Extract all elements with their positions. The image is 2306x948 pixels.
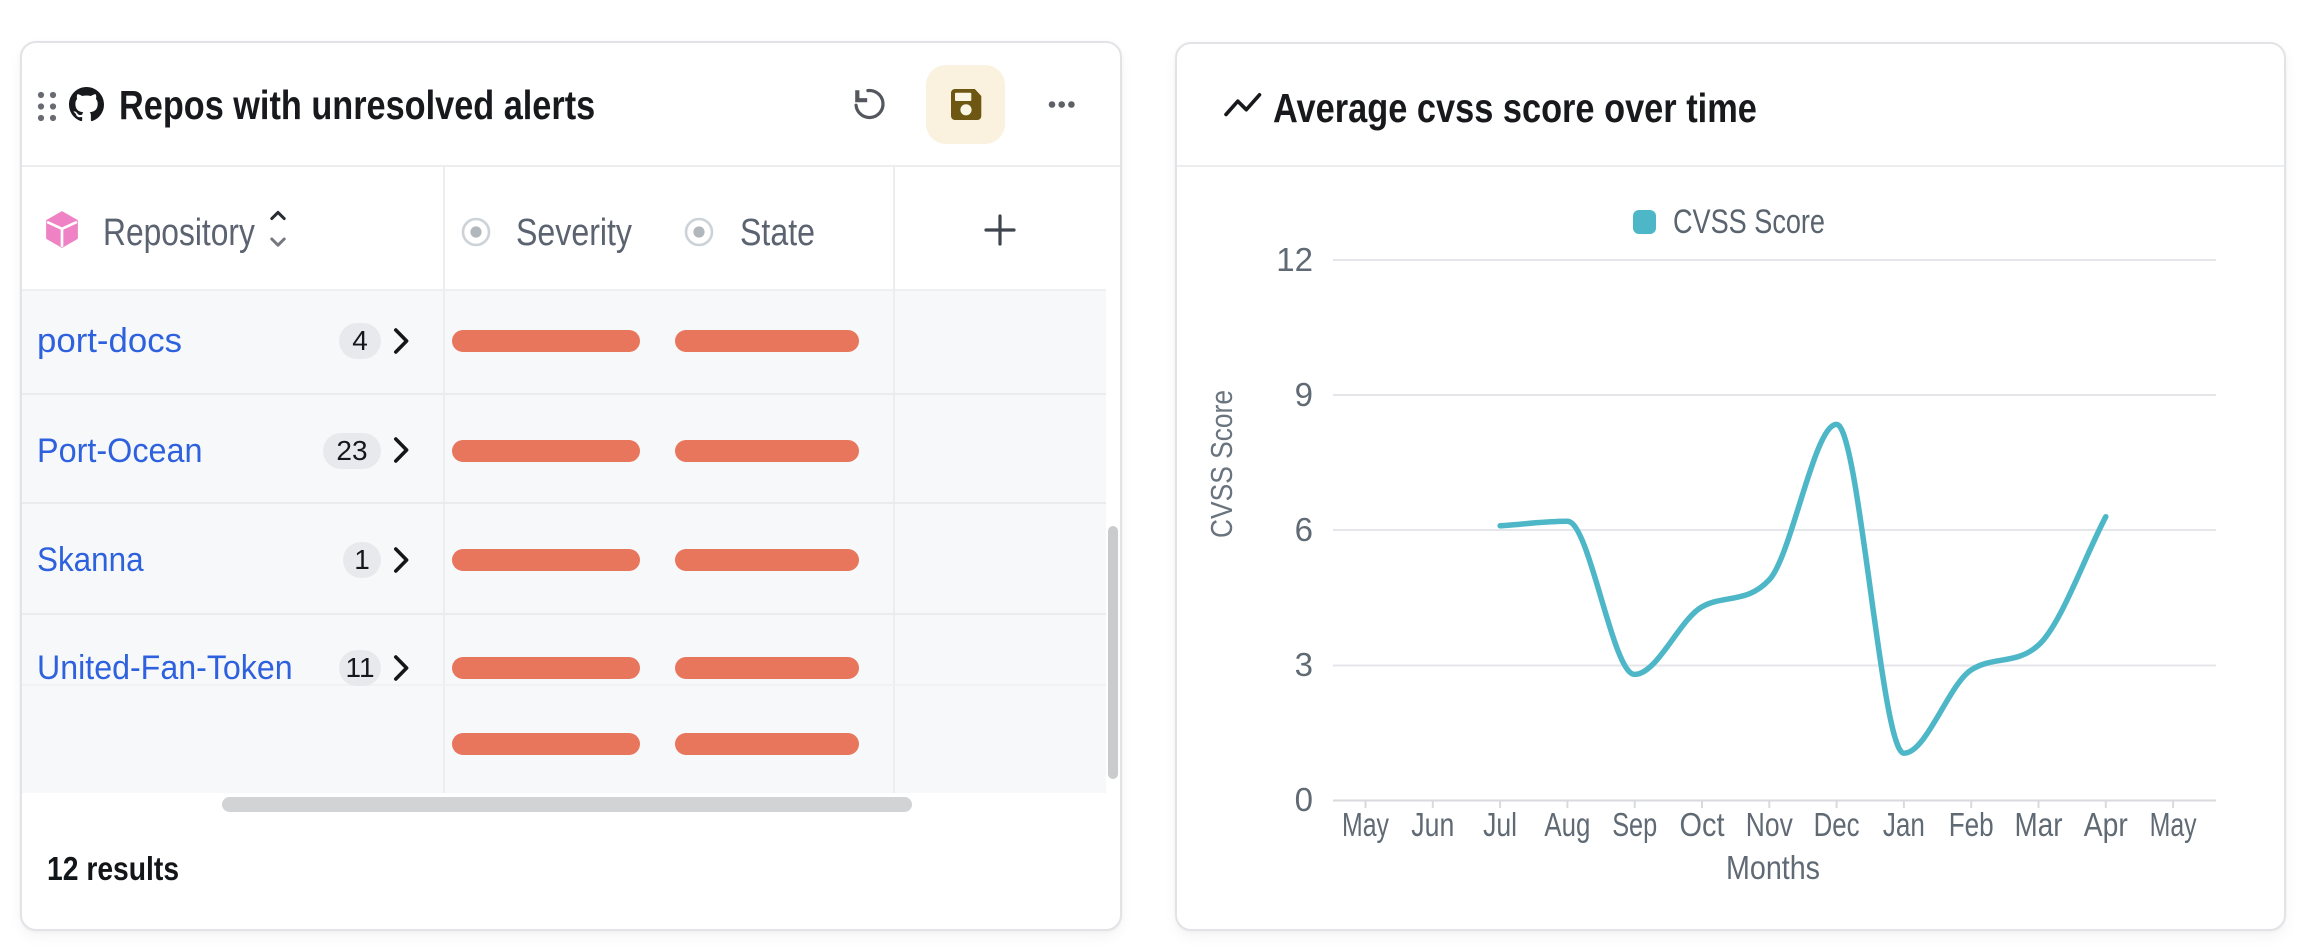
svg-text:Mar: Mar [2015,806,2063,843]
svg-text:Feb: Feb [1949,806,1994,843]
svg-text:Sep: Sep [1612,806,1657,843]
svg-text:Aug: Aug [1544,806,1590,843]
svg-text:Months: Months [1726,849,1820,886]
svg-text:Jul: Jul [1483,806,1517,843]
svg-text:Apr: Apr [2084,806,2128,843]
svg-text:3: 3 [1295,646,1313,683]
svg-text:Jun: Jun [1411,806,1454,843]
svg-text:CVSS Score: CVSS Score [1673,203,1825,241]
svg-text:CVSS Score: CVSS Score [1204,390,1239,538]
svg-text:12: 12 [1276,241,1313,278]
svg-text:Dec: Dec [1814,806,1860,843]
svg-text:May: May [2150,806,2197,843]
svg-text:May: May [1342,806,1389,843]
svg-text:6: 6 [1295,511,1313,548]
svg-text:9: 9 [1295,376,1313,413]
svg-text:Oct: Oct [1680,806,1725,843]
svg-text:Nov: Nov [1746,806,1793,843]
svg-text:Jan: Jan [1883,806,1925,843]
svg-text:0: 0 [1295,781,1313,818]
